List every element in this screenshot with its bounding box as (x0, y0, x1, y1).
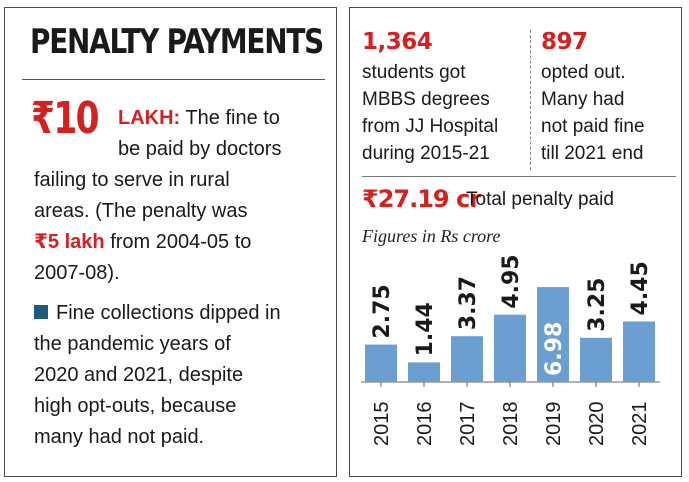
note-line-1: Fine collections dipped in (34, 298, 281, 329)
units-note: Figures in Rs crore (362, 226, 501, 246)
optout-line-3: not paid fine (541, 116, 645, 137)
x-tick-label-2016: 2016 (414, 402, 436, 447)
graduates-line-3: from JJ Hospital (362, 116, 499, 137)
fine-text-5: from 2004-05 to (110, 231, 252, 253)
value-label-2020: 3.25 (585, 278, 610, 332)
left-panel (4, 7, 337, 477)
note-text-2: the pandemic years of (34, 333, 231, 355)
value-label-2019: 6.98 (542, 322, 567, 376)
fine-text-1: The fine to (185, 107, 280, 129)
note-text-4: high opt-outs, because (34, 395, 237, 417)
fine-text-3: failing to serve in rural (34, 169, 230, 191)
graduates-line-1: students got (362, 62, 466, 83)
page-title: PENALTY PAYMENTS (30, 22, 324, 62)
fine-line-1: LAKH: The fine to (118, 103, 280, 134)
right-panel (349, 7, 682, 477)
graduates-line-2: MBBS degrees (362, 89, 490, 110)
section-divider (362, 176, 676, 177)
value-label-2018: 4.95 (499, 254, 524, 308)
bar-2017 (451, 336, 483, 382)
note-square-icon (34, 305, 48, 319)
x-tick-label-2019: 2019 (543, 402, 565, 447)
title-divider (22, 79, 325, 80)
graduates-line-4: during 2015-21 (362, 143, 490, 164)
fine-unit: LAKH: (118, 107, 181, 129)
bar-2020 (580, 337, 612, 382)
x-tick-label-2015: 2015 (371, 402, 393, 447)
x-tick-label-2017: 2017 (457, 402, 479, 447)
old-fine-amount: ₹5 lakh (34, 231, 105, 253)
fine-text-4: areas. (The penalty was (34, 200, 248, 222)
value-label-2017: 3.37 (456, 276, 481, 330)
bar-2021 (623, 321, 655, 382)
fine-amount: ₹10 (31, 93, 100, 144)
stat-divider (530, 30, 531, 170)
optout-line-2: Many had (541, 89, 625, 110)
bar-2015 (365, 344, 397, 382)
optout-count: 897 (541, 29, 588, 55)
bar-2018 (494, 314, 526, 382)
value-label-2016: 1.44 (413, 302, 438, 356)
fine-line-5: ₹5 lakh from 2004-05 to (34, 227, 251, 258)
value-label-2021: 4.45 (628, 261, 653, 315)
optout-line-1: opted out. (541, 62, 626, 83)
graduates-count: 1,364 (362, 29, 433, 55)
penalty-bar-chart: 2.75 2015 1.44 2016 3.37 2017 4.95 2018 6.98 2019… (361, 254, 660, 447)
total-penalty-label: Total penalty paid (466, 189, 614, 210)
note-text-1: Fine collections dipped in (56, 302, 281, 324)
value-label-2015: 2.75 (370, 284, 395, 338)
total-penalty: ₹27.19 cr (362, 185, 481, 213)
bar-2019 (537, 287, 569, 382)
optout-line-4: till 2021 end (541, 143, 644, 164)
note-text-5: many had not paid. (34, 426, 205, 448)
x-tick-label-2021: 2021 (629, 402, 651, 447)
bar-2016 (408, 362, 440, 382)
note-text-3: 2020 and 2021, despite (34, 364, 244, 386)
fine-text-6: 2007-08). (34, 262, 120, 284)
fine-text-2: be paid by doctors (118, 138, 282, 160)
x-tick-label-2020: 2020 (586, 402, 608, 447)
x-tick-label-2018: 2018 (500, 402, 522, 447)
